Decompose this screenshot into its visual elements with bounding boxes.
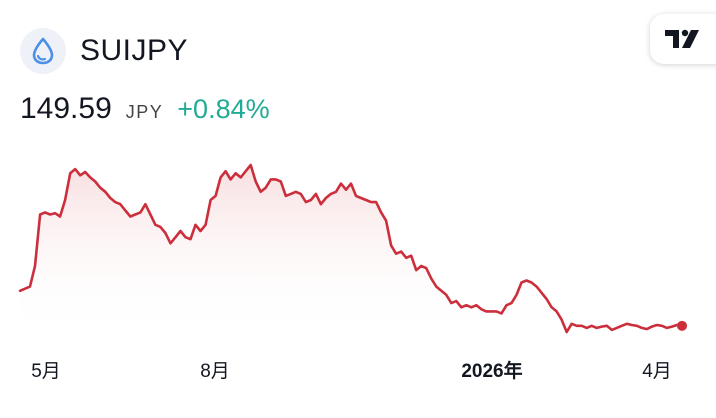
- x-tick-label: 8月: [200, 361, 230, 382]
- sui-droplet-icon: [20, 28, 66, 74]
- price-row: 149.59 JPY +0.84%: [20, 92, 270, 126]
- tradingview-logo-icon: [665, 29, 699, 48]
- tradingview-badge[interactable]: [650, 14, 716, 64]
- x-axis-ticks: 5月 8月 2026年 4月: [31, 359, 672, 382]
- currency-label: JPY: [125, 102, 164, 122]
- price-area-fill: [20, 165, 682, 338]
- x-tick-label: 4月: [642, 361, 672, 382]
- symbol-header: SUIJPY: [20, 28, 188, 74]
- price-change: +0.84%: [177, 94, 270, 124]
- x-tick-label: 2026年: [461, 359, 522, 382]
- price-line: [18, 163, 684, 334]
- symbol-name[interactable]: SUIJPY: [80, 34, 189, 67]
- x-tick-label: 5月: [31, 361, 61, 382]
- last-price: 149.59: [20, 92, 112, 125]
- last-price-marker: [677, 320, 687, 331]
